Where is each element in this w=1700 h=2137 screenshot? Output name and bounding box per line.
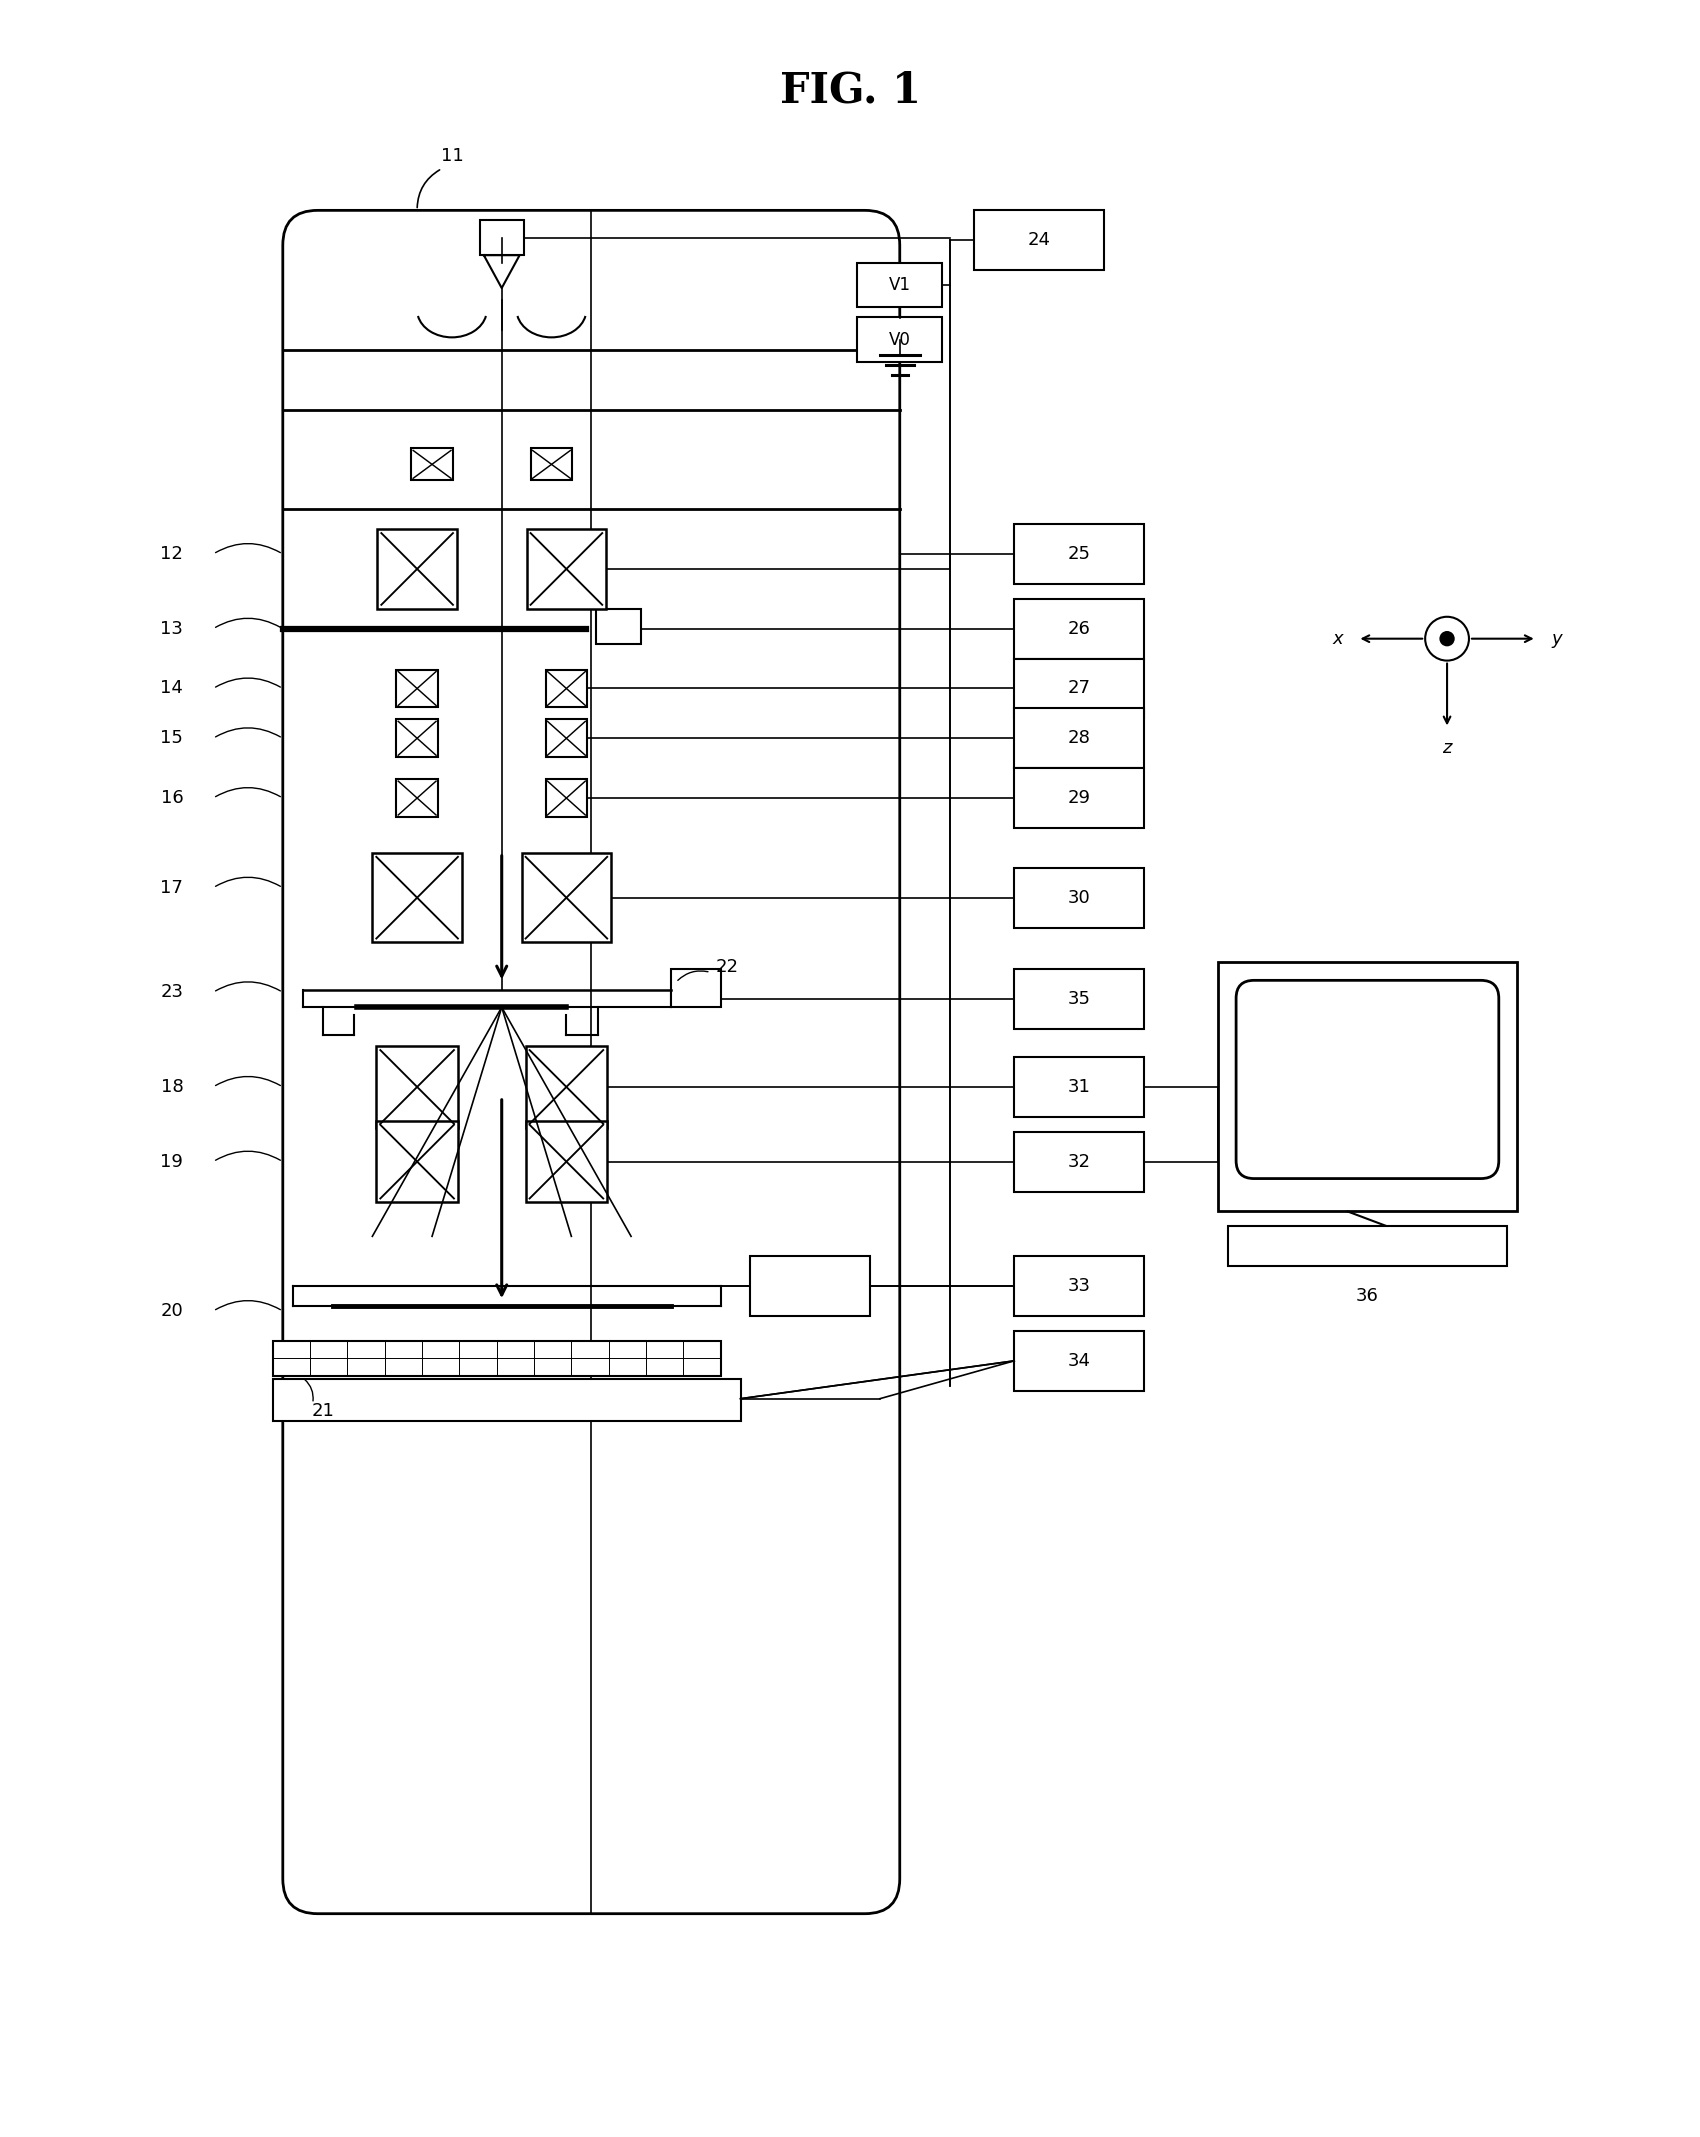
Bar [372,853,462,942]
Text: 35: 35 [1068,989,1090,1009]
Circle shape [1440,633,1453,645]
Bar [411,449,452,481]
Bar [530,449,573,481]
Text: 32: 32 [1068,1152,1090,1171]
Bar [1015,598,1144,658]
Bar [522,853,612,942]
Bar [272,1378,741,1421]
Bar [672,970,721,1007]
Text: 16: 16 [160,789,184,808]
Bar [525,1120,607,1203]
Bar [857,318,942,363]
Text: y: y [1550,630,1562,648]
Text: FIG. 1: FIG. 1 [780,71,920,111]
Text: 17: 17 [160,878,184,898]
Bar [1015,970,1144,1030]
Bar [272,1340,721,1376]
Text: V0: V0 [889,331,911,348]
Bar [396,780,439,816]
Bar [546,720,586,756]
Text: 22: 22 [716,957,740,977]
Bar [1219,962,1516,1212]
Text: 20: 20 [160,1301,184,1321]
Text: 18: 18 [160,1077,184,1096]
Text: 21: 21 [311,1402,333,1419]
Text: 29: 29 [1068,789,1090,808]
Bar [376,1047,457,1128]
Bar [396,720,439,756]
Bar [546,669,586,707]
Bar [376,1120,457,1203]
Text: 19: 19 [160,1152,184,1171]
Bar [479,220,524,254]
Text: 25: 25 [1068,545,1090,562]
FancyBboxPatch shape [1236,981,1499,1180]
Text: 33: 33 [1068,1278,1090,1295]
Text: x: x [1333,630,1343,648]
Bar [1015,868,1144,927]
Bar [527,530,607,609]
Bar [1015,1331,1144,1391]
Bar [1015,767,1144,827]
Bar [974,209,1103,269]
Text: 14: 14 [160,680,184,697]
Bar [396,669,439,707]
Text: 23: 23 [160,983,184,1002]
Bar [1015,1133,1144,1192]
Text: z: z [1442,739,1452,756]
Text: 26: 26 [1068,620,1090,637]
Text: 11: 11 [440,147,464,165]
Text: V1: V1 [889,276,911,295]
Bar [1227,1227,1506,1267]
Bar [1015,1257,1144,1316]
Bar [1015,658,1144,718]
Text: 34: 34 [1068,1353,1090,1370]
Bar [546,780,586,816]
Bar [597,609,641,643]
Bar [525,1047,607,1128]
Text: 15: 15 [160,729,184,748]
Bar [857,263,942,308]
FancyBboxPatch shape [282,209,899,1915]
Text: 36: 36 [1357,1286,1379,1306]
Text: 12: 12 [160,545,184,562]
Text: 24: 24 [1027,231,1051,250]
Text: 31: 31 [1068,1077,1090,1096]
Bar [377,530,457,609]
Bar [1015,1058,1144,1118]
Bar [1015,707,1144,767]
Text: 27: 27 [1068,680,1090,697]
Text: 28: 28 [1068,729,1090,748]
Text: 13: 13 [160,620,184,637]
Bar [750,1257,870,1316]
Text: 30: 30 [1068,889,1090,906]
Bar [1015,524,1144,583]
